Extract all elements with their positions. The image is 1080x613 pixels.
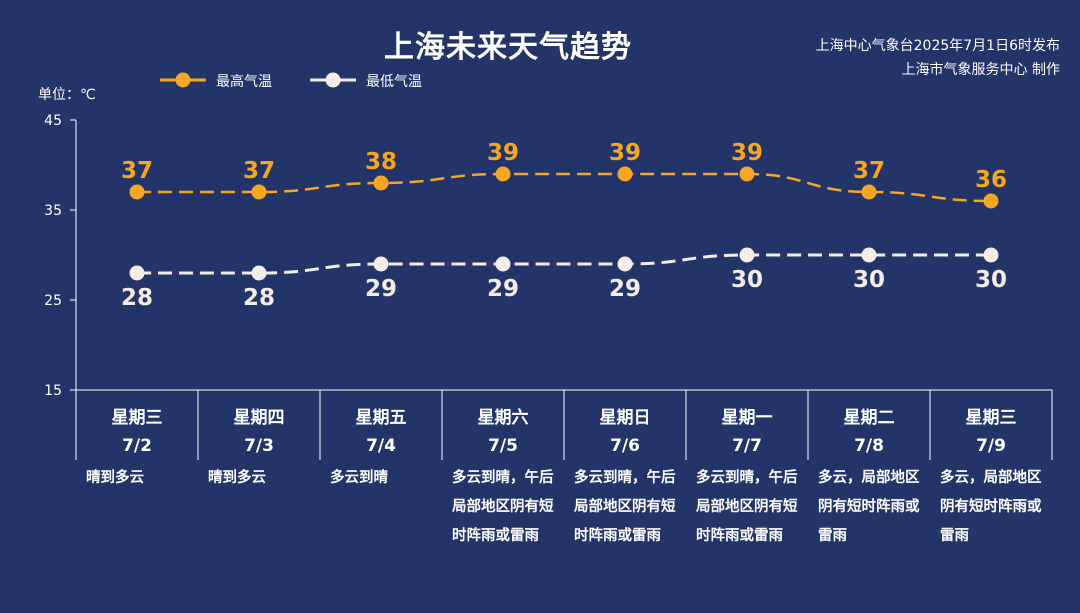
weekday-label: 星期一: [722, 408, 773, 428]
chart-title: 上海未来天气趋势: [384, 30, 632, 65]
low-temp-point: [617, 256, 633, 272]
low-temp-label: 28: [243, 285, 275, 311]
y-tick-label: 25: [44, 293, 62, 309]
legend-low-marker: [310, 72, 356, 88]
high-temp-point: [495, 166, 511, 182]
y-tick-label: 15: [44, 383, 62, 399]
date-label: 7/2: [122, 436, 152, 456]
high-temp-line: [136, 172, 992, 203]
low-temp-label: 30: [975, 267, 1007, 293]
weekday-label: 星期六: [478, 407, 529, 428]
low-temp-label: 29: [487, 276, 519, 302]
unit-label: 单位：℃: [38, 87, 96, 103]
weather-description: 多云，局部地区阴有短时阵雨或雷雨: [818, 470, 920, 544]
low-temp-point: [861, 247, 877, 263]
weekday-label: 星期二: [844, 408, 895, 428]
high-temp-point: [251, 184, 267, 200]
source-producer: 上海市气象服务中心 制作: [901, 62, 1060, 78]
weather-description: 晴到多云: [86, 470, 144, 486]
low-temp-point: [129, 265, 145, 281]
date-label: 7/9: [976, 436, 1006, 456]
low-temp-point: [373, 256, 389, 272]
weekday-label: 星期三: [966, 408, 1017, 428]
source-info: 上海中心气象台2025年7月1日6时发布 上海市气象服务中心 制作: [816, 34, 1060, 82]
low-temp-label: 30: [853, 267, 885, 293]
y-tick-label: 35: [44, 203, 62, 219]
date-label: 7/6: [610, 436, 640, 456]
legend-high-marker: [160, 72, 206, 88]
date-label: 7/4: [366, 436, 396, 456]
source-issuer: 上海中心气象台2025年7月1日6时发布: [815, 38, 1060, 54]
legend-low-label: 最低气温: [366, 74, 422, 90]
legend-high-label: 最高气温: [216, 74, 272, 90]
y-tick-label: 45: [44, 113, 62, 129]
high-temp-point: [373, 175, 389, 191]
low-temp-point: [983, 247, 999, 263]
weather-description: 多云到晴，午后局部地区阴有短时阵雨或雷雨: [574, 470, 676, 544]
high-temp-label: 36: [975, 167, 1007, 193]
high-temp-label: 38: [365, 149, 397, 175]
low-temp-point: [495, 256, 511, 272]
high-temp-label: 39: [609, 140, 641, 166]
high-temp-point: [129, 184, 145, 200]
date-label: 7/3: [244, 436, 274, 456]
date-label: 7/8: [854, 436, 884, 456]
weather-description: 多云到晴，午后局部地区阴有短时阵雨或雷雨: [452, 470, 554, 544]
low-temp-label: 29: [365, 276, 397, 302]
low-temp-label: 30: [731, 267, 763, 293]
weekday-label: 星期三: [112, 408, 163, 428]
low-temp-line: [137, 253, 991, 275]
high-temp-label: 37: [853, 158, 885, 184]
high-temp-label: 39: [487, 140, 519, 166]
high-temp-point: [983, 193, 999, 209]
weather-description: 晴到多云: [208, 470, 266, 486]
low-temp-point: [251, 265, 267, 281]
low-temp-label: 28: [121, 285, 153, 311]
weekday-label: 星期五: [356, 408, 407, 428]
high-temp-point: [617, 166, 633, 182]
weekday-label: 星期四: [234, 408, 285, 428]
high-temp-label: 37: [243, 158, 275, 184]
weather-description: 多云到晴，午后局部地区阴有短时阵雨或雷雨: [696, 470, 798, 544]
weather-description: 多云，局部地区阴有短时阵雨或雷雨: [940, 470, 1042, 544]
date-label: 7/5: [488, 436, 518, 456]
weekday-label: 星期日: [600, 408, 651, 428]
low-temp-label: 29: [609, 276, 641, 302]
date-label: 7/7: [732, 436, 762, 456]
low-temp-point: [739, 247, 755, 263]
high-temp-label: 39: [731, 140, 763, 166]
weather-description: 多云到晴: [330, 470, 388, 486]
high-temp-point: [739, 166, 755, 182]
high-temp-label: 37: [121, 158, 153, 184]
high-temp-point: [861, 184, 877, 200]
